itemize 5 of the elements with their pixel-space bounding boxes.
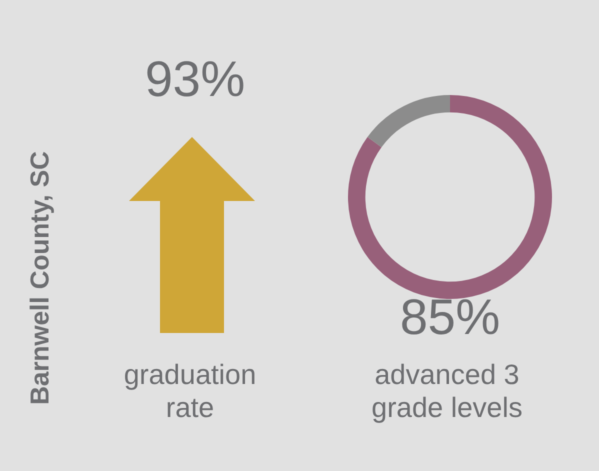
data-label: 85%: [398, 288, 502, 346]
text: Barnwell County, SC: [24, 151, 56, 405]
slice-label: advanced 3 grade levels: [370, 358, 524, 424]
text: graduation rate: [122, 358, 258, 424]
text: 93%: [144, 50, 246, 108]
